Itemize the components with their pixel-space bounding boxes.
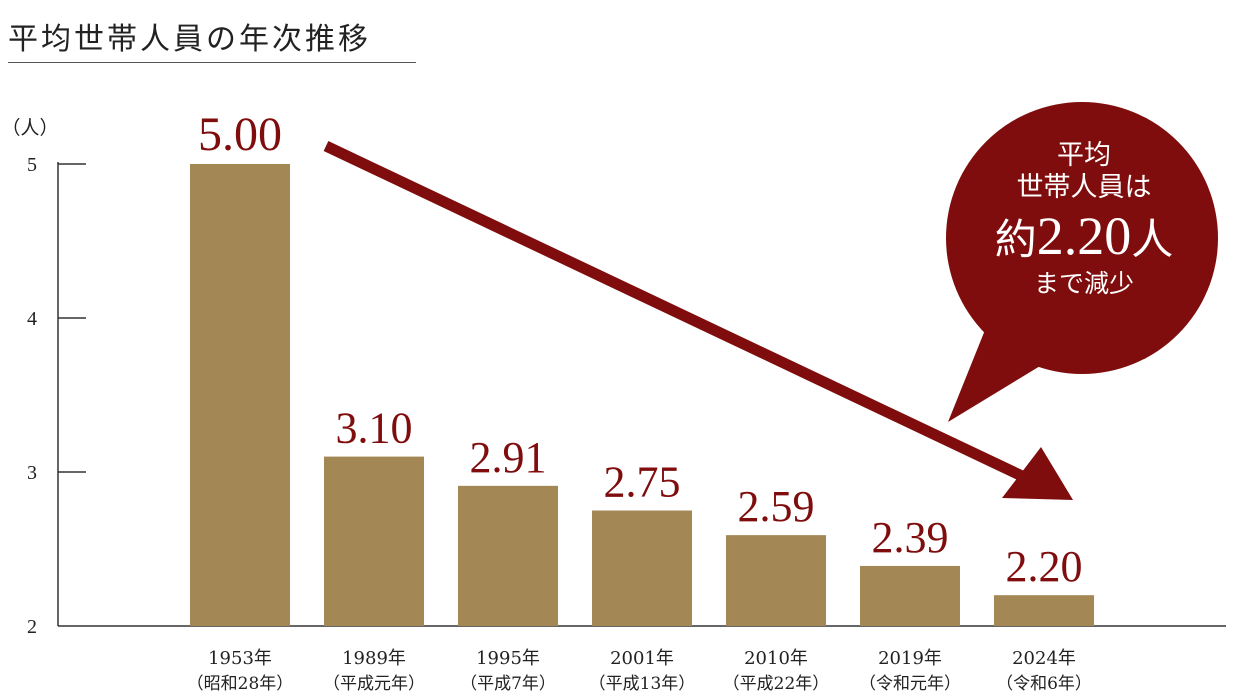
x-tick-label-era: （平成元年） (323, 674, 425, 694)
x-tick-label-year: 2010年 (744, 648, 808, 669)
x-tick-label-era: （平成22年） (723, 674, 830, 694)
callout-bubble (946, 102, 1218, 374)
bar (592, 510, 692, 626)
callout-suffix: 人 (1131, 215, 1174, 264)
chart-title: 平均世帯人員の年次推移 (8, 22, 371, 57)
bar-value-label: 2.59 (738, 482, 815, 531)
x-tick-label-year: 1989年 (342, 648, 406, 669)
callout-line-2: 世帯人員は (1016, 172, 1152, 203)
x-tick-label-era: （平成7年） (460, 674, 556, 694)
y-tick-label: 4 (27, 308, 37, 330)
x-tick-label-year: 2019年 (878, 648, 942, 669)
x-tick-label-era: （平成13年） (589, 674, 696, 694)
x-tick-label-year: 1995年 (476, 648, 540, 669)
title-underline (8, 62, 416, 63)
x-tick-label-year: 2001年 (610, 648, 674, 669)
bar (860, 565, 960, 626)
bar (324, 456, 424, 626)
y-tick-label: 3 (27, 462, 37, 484)
callout-prefix: 約 (994, 215, 1037, 264)
x-tick-label-year: 1953年 (208, 648, 272, 669)
x-tick-label-year: 2024年 (1012, 648, 1076, 669)
bar (190, 164, 290, 626)
bar-value-label: 2.91 (470, 433, 547, 482)
callout-line-3: 約2.20人 (950, 208, 1218, 268)
bar-value-label: 5.00 (198, 108, 282, 161)
x-tick-label-era: （令和6年） (996, 674, 1092, 694)
callout-text: 平均 世帯人員は 約2.20人 まで減少 (950, 140, 1218, 300)
bar (458, 485, 558, 626)
bar-value-label: 3.10 (336, 404, 413, 453)
bar-value-label: 2.39 (872, 513, 949, 562)
y-axis-label: （人） (1, 117, 58, 139)
y-tick-label: 5 (27, 154, 37, 176)
bar (994, 595, 1094, 626)
x-tick-label-era: （昭和28年） (187, 674, 294, 694)
callout-line-4: まで減少 (1033, 269, 1134, 298)
x-tick-label-era: （令和元年） (859, 674, 961, 694)
trend-arrow-shaft (323, 141, 1025, 481)
callout-value: 2.20 (1036, 206, 1132, 266)
bar-value-label: 2.75 (604, 458, 681, 507)
trend-arrow-head (1002, 447, 1073, 500)
bar-value-label: 2.20 (1006, 542, 1083, 591)
callout-line-1: 平均 (1057, 140, 1111, 171)
bar (726, 535, 826, 626)
callout-bubble-tail (948, 330, 1050, 422)
y-tick-label: 2 (27, 616, 37, 638)
